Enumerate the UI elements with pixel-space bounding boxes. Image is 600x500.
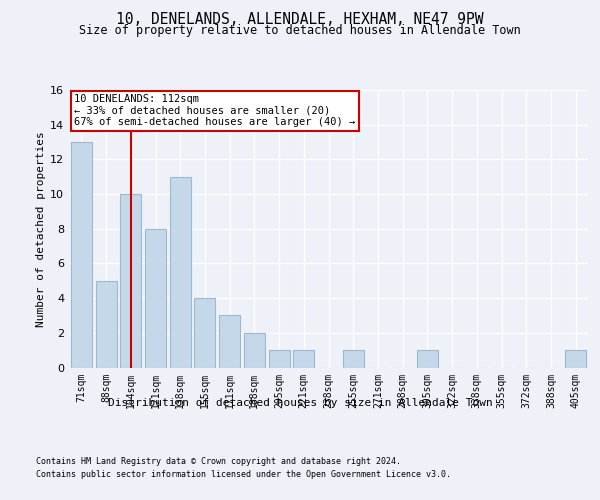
Bar [565, 350, 586, 368]
Bar [95, 281, 116, 368]
Text: Contains public sector information licensed under the Open Government Licence v3: Contains public sector information licen… [36, 470, 451, 479]
Bar [71, 142, 92, 368]
Text: Contains HM Land Registry data © Crown copyright and database right 2024.: Contains HM Land Registry data © Crown c… [36, 458, 401, 466]
Bar [145, 229, 166, 368]
Bar [343, 350, 364, 368]
Bar [120, 194, 141, 368]
Y-axis label: Number of detached properties: Number of detached properties [36, 131, 46, 326]
Bar [293, 350, 314, 368]
Bar [170, 176, 191, 368]
Text: Size of property relative to detached houses in Allendale Town: Size of property relative to detached ho… [79, 24, 521, 37]
Bar [219, 316, 240, 368]
Bar [244, 333, 265, 368]
Text: Distribution of detached houses by size in Allendale Town: Distribution of detached houses by size … [107, 398, 493, 407]
Bar [194, 298, 215, 368]
Bar [417, 350, 438, 368]
Text: 10, DENELANDS, ALLENDALE, HEXHAM, NE47 9PW: 10, DENELANDS, ALLENDALE, HEXHAM, NE47 9… [116, 12, 484, 28]
Text: 10 DENELANDS: 112sqm
← 33% of detached houses are smaller (20)
67% of semi-detac: 10 DENELANDS: 112sqm ← 33% of detached h… [74, 94, 355, 128]
Bar [269, 350, 290, 368]
